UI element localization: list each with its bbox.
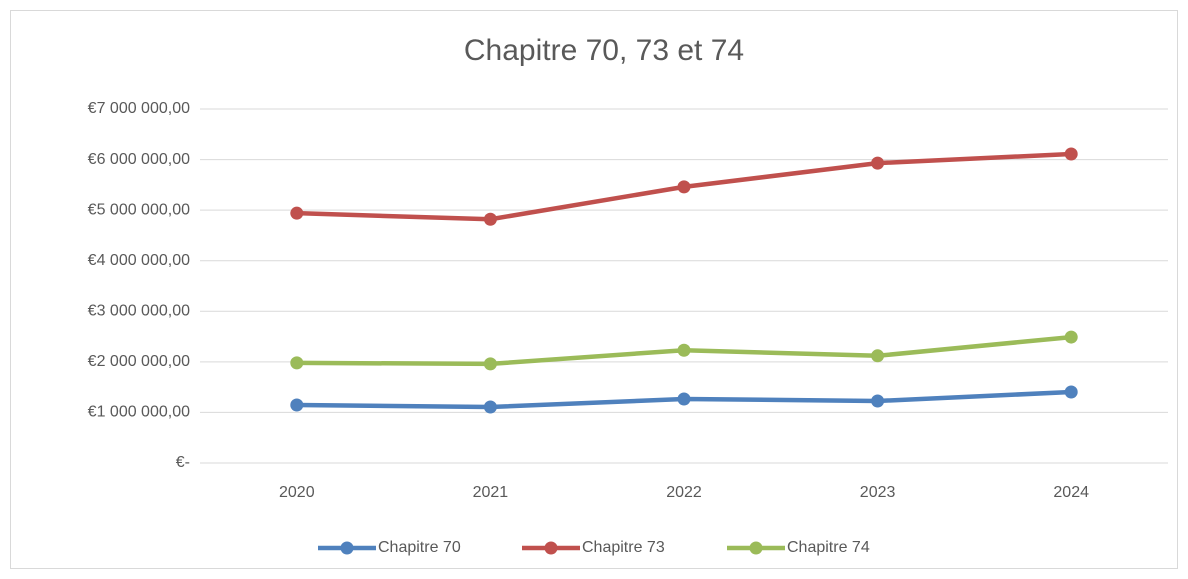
x-tick-label: 2021 (473, 484, 509, 501)
y-tick-label: €7 000 000,00 (88, 100, 190, 117)
legend-marker (544, 541, 558, 555)
data-point (677, 392, 691, 406)
data-point (483, 400, 497, 414)
data-point (290, 206, 304, 220)
legend-label: Chapitre 73 (582, 539, 665, 556)
data-point (871, 349, 885, 363)
data-point (290, 398, 304, 412)
data-point (483, 212, 497, 226)
x-tick-label: 2022 (666, 484, 702, 501)
legend-label: Chapitre 74 (787, 539, 870, 556)
chart-frame (10, 10, 1178, 569)
data-point (871, 394, 885, 408)
data-point (677, 180, 691, 194)
legend-marker (749, 541, 763, 555)
data-point (871, 156, 885, 170)
data-point (677, 343, 691, 357)
data-point (1064, 385, 1078, 399)
x-tick-label: 2024 (1053, 484, 1089, 501)
chart-title: Chapitre 70, 73 et 74 (464, 34, 744, 67)
y-tick-label: €- (176, 454, 190, 471)
x-tick-label: 2023 (860, 484, 896, 501)
y-tick-label: €4 000 000,00 (88, 252, 190, 269)
legend-marker (340, 541, 354, 555)
x-tick-label: 2020 (279, 484, 315, 501)
legend-label: Chapitre 70 (378, 539, 461, 556)
y-tick-label: €3 000 000,00 (88, 303, 190, 320)
y-tick-label: €6 000 000,00 (88, 151, 190, 168)
data-point (290, 356, 304, 370)
data-point (1064, 147, 1078, 161)
y-tick-label: €5 000 000,00 (88, 201, 190, 218)
y-tick-label: €1 000 000,00 (88, 404, 190, 421)
data-point (483, 357, 497, 371)
data-point (1064, 330, 1078, 344)
y-tick-label: €2 000 000,00 (88, 353, 190, 370)
